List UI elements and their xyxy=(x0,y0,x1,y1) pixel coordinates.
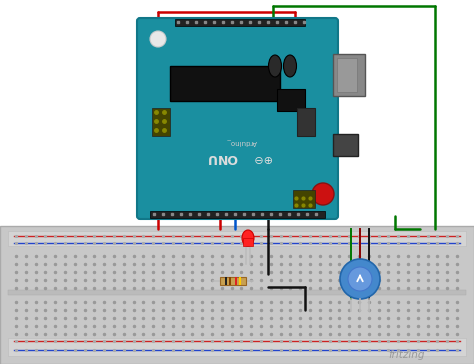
Bar xyxy=(170,66,280,101)
Bar xyxy=(297,108,315,136)
Bar xyxy=(277,89,305,111)
Circle shape xyxy=(312,183,334,205)
Bar xyxy=(235,277,237,285)
Bar xyxy=(220,277,246,285)
Bar xyxy=(0,226,474,364)
Bar xyxy=(337,58,357,92)
Bar xyxy=(152,108,170,136)
Bar xyxy=(239,277,241,285)
Circle shape xyxy=(150,31,166,47)
Bar xyxy=(225,277,227,285)
Bar xyxy=(333,54,365,96)
Text: ONU: ONU xyxy=(207,151,237,165)
Bar xyxy=(8,338,466,356)
Bar xyxy=(150,211,325,218)
Circle shape xyxy=(348,267,372,291)
Ellipse shape xyxy=(268,55,282,77)
Circle shape xyxy=(340,259,380,299)
Ellipse shape xyxy=(283,55,297,77)
Bar xyxy=(8,290,466,295)
Bar xyxy=(8,231,466,246)
Text: fritzing: fritzing xyxy=(388,350,425,360)
FancyBboxPatch shape xyxy=(137,18,338,219)
Text: ⊕⊖: ⊕⊖ xyxy=(253,153,272,163)
Bar xyxy=(293,190,315,208)
Bar xyxy=(229,277,231,285)
Ellipse shape xyxy=(242,230,254,246)
Text: Arduino_: Arduino_ xyxy=(227,139,257,145)
Bar xyxy=(333,134,358,156)
Bar xyxy=(175,19,305,26)
Bar xyxy=(243,238,253,246)
